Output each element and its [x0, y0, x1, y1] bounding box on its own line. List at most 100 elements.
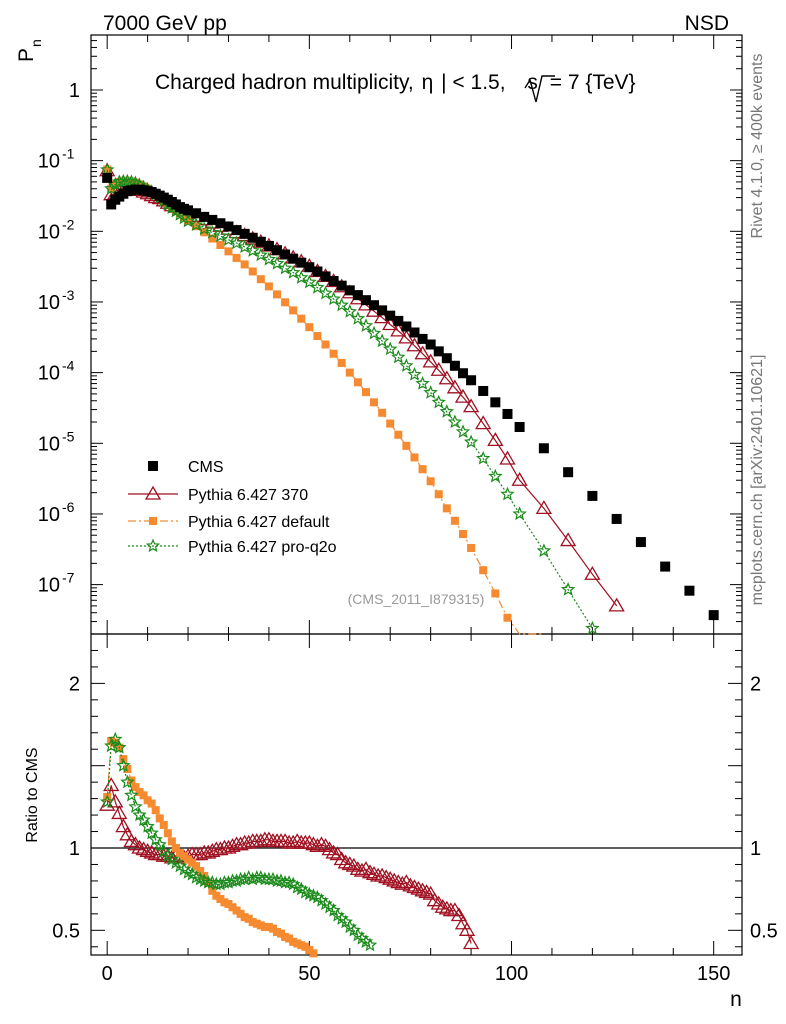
- data-point: [268, 924, 277, 933]
- series-line: [106, 169, 544, 635]
- data-point: [281, 875, 297, 889]
- data-point: [281, 298, 290, 307]
- data-point: [244, 914, 253, 923]
- y-tick-exponent: -3: [62, 287, 75, 303]
- data-point: [487, 432, 504, 447]
- data-point: [383, 341, 398, 356]
- ratio-y-tick-label: 0.5: [52, 920, 80, 942]
- data-point: [135, 841, 152, 856]
- data-point: [433, 346, 444, 357]
- data-point: [442, 504, 451, 513]
- data-point: [139, 791, 148, 800]
- data-point: [422, 353, 439, 368]
- data-point: [333, 851, 350, 866]
- data-point: [407, 366, 422, 381]
- y-tick-exponent: -6: [62, 499, 75, 515]
- data-point: [104, 738, 119, 753]
- data-point: [434, 898, 451, 913]
- title-s: s: [527, 71, 538, 94]
- data-point: [430, 361, 447, 376]
- data-point: [423, 385, 438, 399]
- data-point: [370, 398, 379, 407]
- data-point: [261, 251, 277, 266]
- data-point: [249, 870, 264, 884]
- data-point: [499, 450, 516, 465]
- data-point: [341, 856, 358, 871]
- data-point: [163, 829, 172, 838]
- data-point: [143, 796, 152, 805]
- data-point: [180, 852, 188, 861]
- data-point: [360, 295, 371, 306]
- data-point: [212, 891, 221, 900]
- data-point: [488, 468, 503, 483]
- data-point: [512, 506, 527, 521]
- data-point: [261, 871, 277, 886]
- data-point: [192, 862, 201, 871]
- data-point: [390, 874, 407, 889]
- data-point: [103, 165, 112, 174]
- chart-title: Charged hadron multiplicity, η | < 1.5, …: [155, 71, 636, 94]
- data-point: [305, 946, 314, 955]
- data-point: [352, 290, 363, 301]
- data-point: [253, 870, 268, 884]
- data-point: [260, 831, 278, 846]
- side-label-top: Rivet 4.1.0, ≥ 400k events: [749, 54, 766, 239]
- data-point: [213, 228, 228, 243]
- sqrt-sign: [524, 75, 555, 103]
- data-point: [232, 253, 241, 262]
- data-point: [286, 265, 301, 279]
- data-point: [229, 235, 244, 250]
- data-point: [426, 892, 443, 907]
- data-point: [439, 404, 454, 418]
- y-tick-exponent: -1: [62, 146, 75, 162]
- data-point: [406, 879, 423, 894]
- data-point: [191, 208, 202, 219]
- data-point: [386, 872, 403, 887]
- data-point: [313, 331, 322, 340]
- data-point: [302, 886, 317, 901]
- data-point: [112, 740, 127, 754]
- data-point: [269, 873, 285, 888]
- data-point: [184, 216, 193, 225]
- data-point: [252, 919, 261, 928]
- side-label-bottom: mcplots.cern.ch [arXiv:2401.10621]: [749, 355, 766, 606]
- data-point: [108, 731, 123, 746]
- data-point: [273, 290, 281, 299]
- data-point: [536, 543, 552, 558]
- data-point: [441, 353, 452, 364]
- data-point: [430, 895, 447, 910]
- data-point: [111, 805, 128, 820]
- data-point: [297, 314, 306, 323]
- data-point: [490, 397, 501, 408]
- data-point: [289, 937, 298, 946]
- data-point: [236, 909, 245, 918]
- title-cut: | < 1.5,: [441, 71, 505, 94]
- data-point: [476, 450, 491, 465]
- data-point: [535, 500, 553, 515]
- data-point: [201, 875, 216, 889]
- data-point: [431, 394, 446, 409]
- data-point: [199, 211, 210, 222]
- data-point: [455, 424, 471, 438]
- data-point: [386, 419, 395, 428]
- data-point: [280, 249, 291, 260]
- data-point: [152, 837, 167, 851]
- legend: CMS Pythia 6.427 370 Pythia 6.427 default P…: [128, 459, 337, 556]
- data-point: [374, 333, 390, 348]
- data-point: [120, 774, 135, 789]
- data-point: [188, 217, 204, 232]
- data-point: [302, 274, 317, 289]
- data-point: [123, 833, 140, 848]
- data-point: [454, 915, 472, 930]
- data-point: [373, 867, 391, 882]
- data-point: [503, 613, 512, 622]
- series-line: [106, 169, 593, 629]
- data-point: [277, 260, 293, 275]
- data-point: [337, 854, 354, 869]
- data-point: [231, 225, 242, 236]
- header-right: NSD: [685, 12, 729, 35]
- data-point: [196, 867, 205, 876]
- data-point: [273, 927, 281, 936]
- data-point: [240, 913, 249, 922]
- ratio-axes: 0.5 0.5 1 1 2 2 0 50 100 150: [52, 633, 778, 985]
